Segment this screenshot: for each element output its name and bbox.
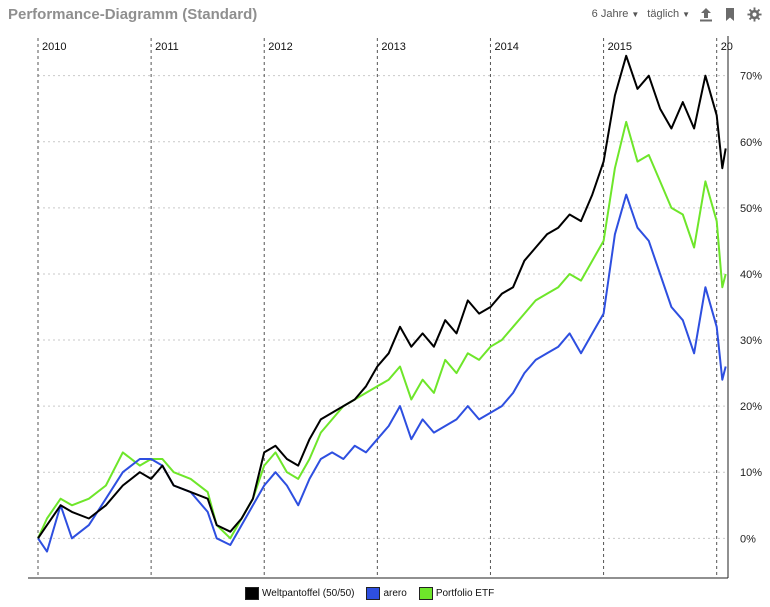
legend-item[interactable]: arero: [366, 587, 407, 600]
bookmark-icon[interactable]: [722, 6, 738, 22]
series-line-arero: [37, 193, 727, 553]
y-tick-label: 0%: [740, 533, 756, 545]
legend-label: arero: [383, 588, 407, 599]
legend-item[interactable]: Weltpantoffel (50/50): [245, 587, 354, 600]
period-dropdown[interactable]: 6 Jahre ▼: [592, 8, 640, 20]
x-tick-label: 2012: [268, 41, 292, 53]
x-tick-label: 2013: [381, 41, 405, 53]
x-tick-label: 20: [721, 41, 733, 53]
chart-controls: 6 Jahre ▼ täglich ▼: [592, 6, 762, 22]
y-tick-label: 30%: [740, 335, 762, 347]
x-tick-label: 2014: [494, 41, 518, 53]
x-tick-label: 2015: [608, 41, 632, 53]
y-tick-label: 60%: [740, 137, 762, 149]
legend-swatch: [418, 587, 433, 600]
series-line-portfolio-etf: [37, 120, 727, 540]
gear-icon[interactable]: [746, 6, 762, 22]
interval-label: täglich: [647, 8, 680, 20]
chart-legend: Weltpantoffel (50/50) arero Portfolio ETF: [245, 587, 494, 600]
series-line-weltpantoffel-50-50: [37, 54, 727, 539]
legend-label: Weltpantoffel (50/50): [262, 588, 355, 599]
chevron-down-icon: ▼: [682, 9, 690, 19]
x-tick-label: 2010: [42, 41, 66, 53]
chevron-down-icon: ▼: [631, 9, 640, 19]
y-tick-label: 20%: [740, 401, 762, 413]
export-icon[interactable]: [698, 6, 714, 22]
page-title: Performance-Diagramm (Standard): [8, 6, 258, 23]
y-tick-label: 50%: [740, 203, 762, 215]
y-tick-label: 70%: [740, 71, 762, 83]
legend-label: Portfolio ETF: [435, 588, 495, 599]
interval-dropdown[interactable]: täglich ▼: [647, 8, 690, 20]
x-tick-label: 2011: [155, 41, 179, 53]
y-axis: 0% 10% 20% 30% 40% 50% 60% 70%: [28, 36, 762, 579]
grid: 2010 2011 2012 2013 2014 2015 20: [37, 38, 733, 578]
y-tick-label: 10%: [740, 467, 762, 479]
legend-item[interactable]: Portfolio ETF: [418, 587, 495, 600]
series-lines: [37, 54, 727, 553]
legend-swatch: [245, 587, 259, 600]
period-label: 6 Jahre: [591, 8, 629, 20]
y-tick-label: 40%: [740, 269, 762, 281]
legend-swatch: [366, 587, 381, 600]
